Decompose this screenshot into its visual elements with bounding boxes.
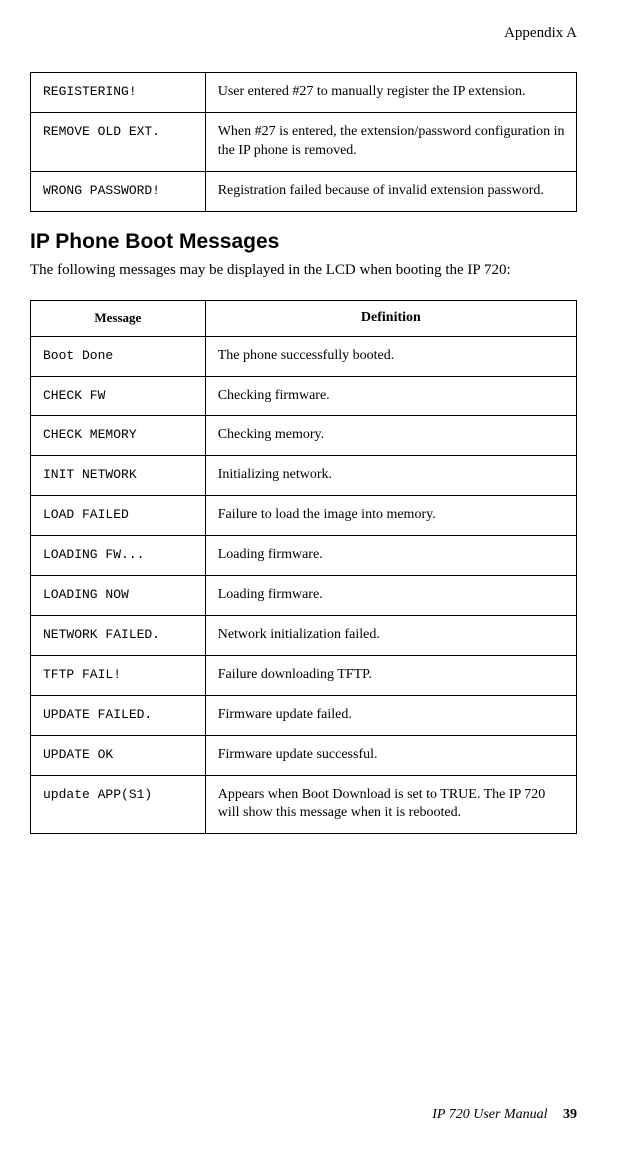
definition-cell: User entered #27 to manually register th… xyxy=(205,73,576,113)
table-row: INIT NETWORK Initializing network. xyxy=(31,456,577,496)
definition-cell: Loading firmware. xyxy=(205,576,576,616)
page-footer: IP 720 User Manual 39 xyxy=(432,1107,577,1123)
table-row: CHECK FW Checking firmware. xyxy=(31,376,577,416)
message-cell: TFTP FAIL! xyxy=(31,655,206,695)
boot-messages-table: Message Definition Boot Done The phone s… xyxy=(30,300,577,834)
message-cell: UPDATE FAILED. xyxy=(31,695,206,735)
message-cell: LOADING NOW xyxy=(31,576,206,616)
message-cell: NETWORK FAILED. xyxy=(31,615,206,655)
messages-table-1: REGISTERING! User entered #27 to manuall… xyxy=(30,72,577,212)
definition-cell: Appears when Boot Download is set to TRU… xyxy=(205,775,576,834)
definition-cell: Checking firmware. xyxy=(205,376,576,416)
message-cell: REGISTERING! xyxy=(31,73,206,113)
section-heading: IP Phone Boot Messages xyxy=(30,230,577,254)
table-row: LOAD FAILED Failure to load the image in… xyxy=(31,496,577,536)
table-row: LOADING FW... Loading firmware. xyxy=(31,536,577,576)
message-cell: LOADING FW... xyxy=(31,536,206,576)
table-row: NETWORK FAILED. Network initialization f… xyxy=(31,615,577,655)
definition-cell: Loading firmware. xyxy=(205,536,576,576)
definition-cell: Firmware update failed. xyxy=(205,695,576,735)
message-cell: WRONG PASSWORD! xyxy=(31,171,206,211)
message-cell: LOAD FAILED xyxy=(31,496,206,536)
definition-cell: Firmware update successful. xyxy=(205,735,576,775)
footer-doc-title: IP 720 User Manual xyxy=(432,1107,547,1122)
definition-cell: Registration failed because of invalid e… xyxy=(205,171,576,211)
table-row: WRONG PASSWORD! Registration failed beca… xyxy=(31,171,577,211)
column-header-definition: Definition xyxy=(205,300,576,336)
table-row: TFTP FAIL! Failure downloading TFTP. xyxy=(31,655,577,695)
message-cell: update APP(S1) xyxy=(31,775,206,834)
definition-cell: Failure downloading TFTP. xyxy=(205,655,576,695)
message-cell: CHECK MEMORY xyxy=(31,416,206,456)
table-row: CHECK MEMORY Checking memory. xyxy=(31,416,577,456)
table-row: REMOVE OLD EXT. When #27 is entered, the… xyxy=(31,112,577,171)
footer-page-number: 39 xyxy=(563,1107,577,1122)
table-row: UPDATE FAILED. Firmware update failed. xyxy=(31,695,577,735)
table-row: UPDATE OK Firmware update successful. xyxy=(31,735,577,775)
definition-cell: Network initialization failed. xyxy=(205,615,576,655)
section-intro: The following messages may be displayed … xyxy=(30,260,577,280)
table-header-row: Message Definition xyxy=(31,300,577,336)
table-row: LOADING NOW Loading firmware. xyxy=(31,576,577,616)
appendix-label: Appendix A xyxy=(30,25,577,42)
message-cell: CHECK FW xyxy=(31,376,206,416)
message-cell: INIT NETWORK xyxy=(31,456,206,496)
column-header-message: Message xyxy=(31,300,206,336)
table-row: Boot Done The phone successfully booted. xyxy=(31,336,577,376)
definition-cell: Checking memory. xyxy=(205,416,576,456)
table-row: update APP(S1) Appears when Boot Downloa… xyxy=(31,775,577,834)
message-cell: Boot Done xyxy=(31,336,206,376)
message-cell: UPDATE OK xyxy=(31,735,206,775)
table-row: REGISTERING! User entered #27 to manuall… xyxy=(31,73,577,113)
definition-cell: Initializing network. xyxy=(205,456,576,496)
message-cell: REMOVE OLD EXT. xyxy=(31,112,206,171)
definition-cell: The phone successfully booted. xyxy=(205,336,576,376)
definition-cell: Failure to load the image into memory. xyxy=(205,496,576,536)
definition-cell: When #27 is entered, the extension/passw… xyxy=(205,112,576,171)
